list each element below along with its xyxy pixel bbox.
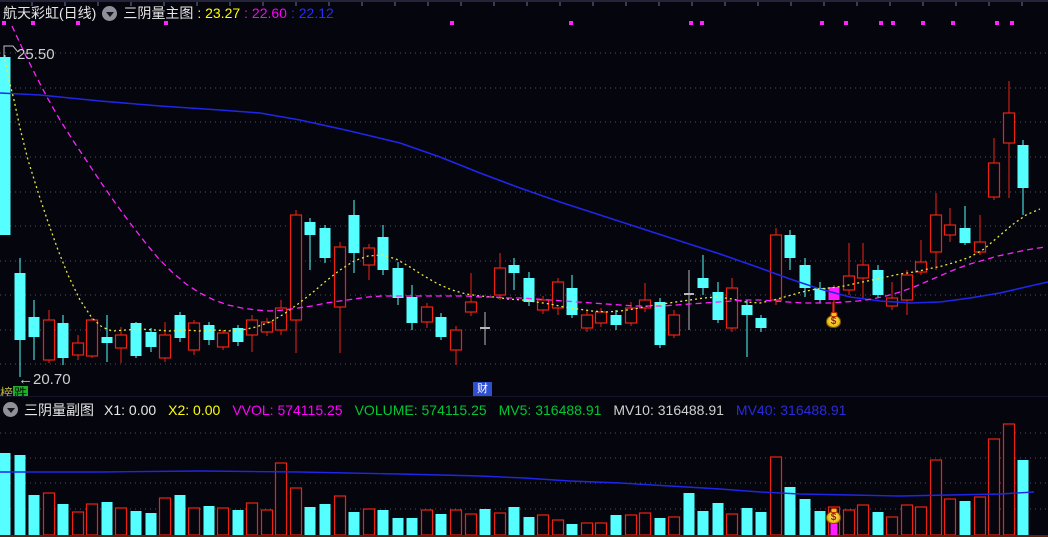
field-mv40: MV40: 316488.91 [735,401,847,418]
stock-title: 航天彩虹(日线) [3,5,97,21]
field-x2: X2: 0.00 [168,401,221,418]
money-bag-icon [826,511,841,524]
sub-chart-header: 三阴量副图 X1: 0.00 X2: 0.00 VVOL: 574115.25 … [0,396,1048,422]
window-top-border [0,0,1048,2]
ma-value-1: : 23.27 [197,5,241,21]
chevron-down-icon[interactable] [3,402,18,417]
chevron-down-icon[interactable] [102,5,118,21]
indicator-title: 三阴量主图 [123,5,194,21]
price-high-label: 25.50 [17,46,55,63]
sub-indicator-title: 三阴量副图 [24,401,94,418]
price-low-label: ←20.70 [18,371,71,388]
ma-value-2: : 22.60 [244,5,287,21]
field-vvol: VVOL: 574115.25 [232,401,343,418]
ma-value-3: : 22.12 [290,5,334,21]
main-chart-header: 航天彩虹(日线) 三阴量主图 : 23.27 : 22.60 : 22.12 [3,4,338,22]
field-x1: X1: 0.00 [104,401,157,418]
field-volume: VOLUME: 574115.25 [354,401,487,418]
window-bottom-border [0,535,1048,537]
field-mv10: MV10: 316488.91 [613,401,724,418]
money-bag-icon [826,315,841,328]
field-mv5: MV5: 316488.91 [498,401,602,418]
top-axis-ticks [0,2,1048,6]
financial-report-marker[interactable]: 财 [473,382,492,397]
